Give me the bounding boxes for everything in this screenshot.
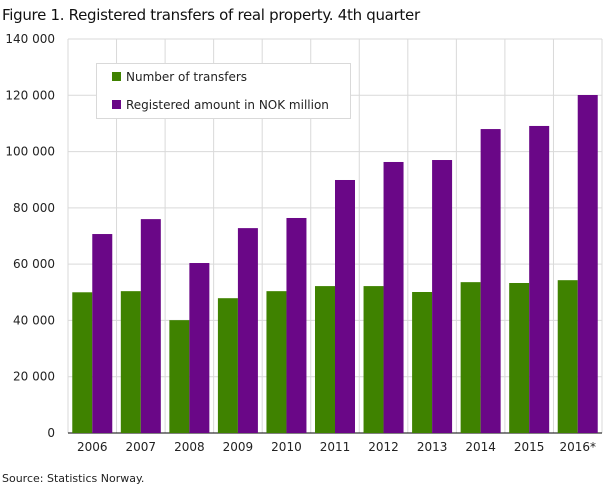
legend-label: Number of transfers	[126, 70, 247, 84]
bar-amount-2011	[335, 179, 355, 433]
x-tick-label: 2011	[320, 440, 351, 454]
bar-amount-2014	[480, 129, 501, 434]
x-tick-label: 2014	[465, 440, 496, 454]
x-tick-label: 2013	[417, 440, 448, 454]
y-tick-label: 60 000	[13, 257, 55, 271]
bar-transfers-2012	[363, 286, 384, 433]
bar-transfers-2008	[169, 320, 190, 433]
bar-transfers-2009	[217, 298, 238, 433]
source-note: Source: Statistics Norway.	[2, 472, 145, 485]
x-tick-label: 2016*	[559, 440, 596, 454]
x-tick-label: 2006	[77, 440, 108, 454]
bar-transfers-2010	[266, 291, 287, 433]
y-tick-label: 140 000	[5, 32, 55, 46]
bar-amount-2013	[432, 160, 453, 433]
x-tick-label: 2012	[368, 440, 399, 454]
bar-amount-2010	[286, 217, 307, 433]
bar-transfers-2014	[460, 282, 481, 433]
bar-amount-2012	[383, 161, 404, 433]
x-tick-label: 2008	[174, 440, 205, 454]
y-tick-label: 120 000	[5, 88, 55, 102]
bar-transfers-2015	[509, 282, 530, 433]
x-tick-label: 2007	[126, 440, 157, 454]
x-tick-label: 2010	[271, 440, 302, 454]
bar-amount-2006	[92, 234, 113, 433]
x-tick-label: 2015	[514, 440, 545, 454]
chart-title: Figure 1. Registered transfers of real p…	[2, 6, 420, 24]
legend-label: Registered amount in NOK million	[126, 98, 329, 112]
bar-amount-2008	[189, 263, 210, 433]
bar-transfers-2006	[72, 292, 93, 433]
y-tick-label: 40 000	[13, 313, 55, 327]
bar-amount-2007	[140, 219, 161, 433]
legend-swatch	[112, 72, 121, 81]
legend-swatch	[112, 100, 121, 109]
bar-transfers-2016*	[557, 280, 578, 433]
bar-transfers-2013	[412, 292, 433, 433]
bar-amount-2009	[237, 228, 258, 433]
y-tick-label: 100 000	[5, 145, 55, 159]
y-tick-label: 20 000	[13, 370, 55, 384]
x-tick-label: 2009	[223, 440, 254, 454]
y-tick-label: 0	[47, 426, 55, 440]
bar-amount-2015	[529, 125, 550, 433]
legend-box	[96, 63, 351, 119]
bar-transfers-2011	[315, 286, 335, 433]
bar-transfers-2007	[120, 291, 141, 433]
y-tick-label: 80 000	[13, 201, 55, 215]
bar-amount-2016*	[577, 95, 598, 434]
